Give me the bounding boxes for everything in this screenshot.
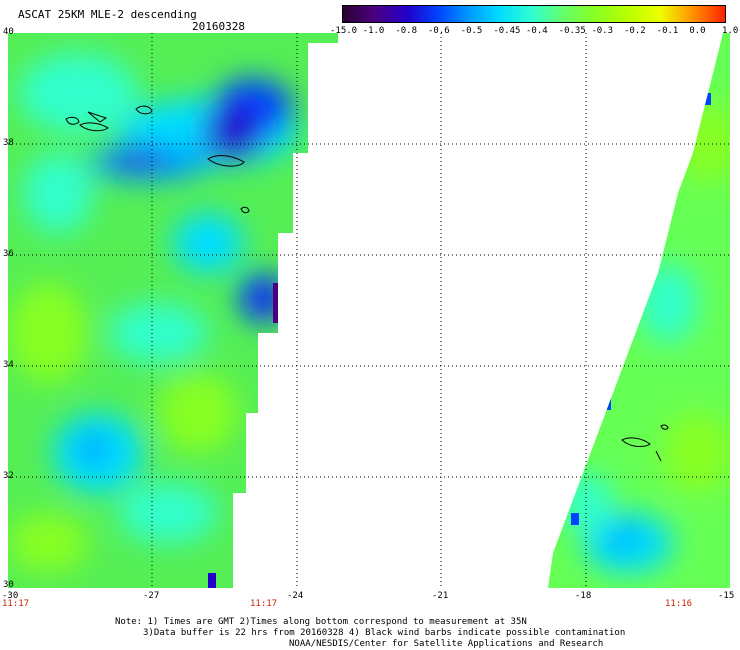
note-line-1: Note: 1) Times are GMT 2)Times along bot…: [115, 617, 527, 627]
gridlines: [8, 33, 730, 588]
colorbar-tick-label: 0.0: [689, 26, 706, 36]
island-faial: [79, 122, 109, 132]
colorbar: [342, 5, 726, 23]
colorbar-tick-label: -0.8: [395, 26, 418, 36]
east-swath: [548, 33, 730, 588]
island-desertas: [655, 450, 662, 462]
y-label-30: 30: [3, 580, 14, 590]
island-santa-maria: [240, 206, 250, 214]
colorbar-tick-label: -0.1: [656, 26, 679, 36]
colorbar-tick-label: -0.45: [493, 26, 521, 36]
time-west-start: 11:17: [2, 599, 30, 609]
colorbar-tick-label: -0.35: [558, 26, 586, 36]
island-flores: [87, 111, 108, 123]
island-madeira: [621, 437, 651, 447]
west-swath: [8, 33, 338, 588]
y-label-38: 38: [3, 138, 14, 148]
y-label-34: 34: [3, 360, 14, 370]
y-label-36: 36: [3, 249, 14, 259]
map-date: 20160328: [192, 20, 245, 33]
colorbar-tick-label: -0.3: [591, 26, 614, 36]
wind-map: [8, 33, 730, 588]
time-west-end: 11:17: [250, 599, 278, 609]
x-label-minus21: -21: [432, 591, 449, 601]
time-east: 11:16: [665, 599, 693, 609]
island-sao-miguel: [207, 155, 245, 167]
y-label-40: 40: [3, 27, 14, 37]
colorbar-tick-label: -0.2: [624, 26, 646, 36]
island-corvo: [65, 116, 80, 125]
coastlines: [65, 105, 669, 462]
colorbar-tick-label: -0.6: [428, 26, 450, 36]
island-porto-santo: [660, 424, 669, 430]
y-label-32: 32: [3, 471, 14, 481]
x-label-minus27: -27: [143, 591, 160, 601]
x-label-minus18: -18: [575, 591, 592, 601]
x-label-minus24: -24: [287, 591, 304, 601]
colorbar-tick-label: -0.5: [460, 26, 483, 36]
colorbar-tick-label: 1.0: [722, 26, 739, 36]
colorbar-tick-label: -1.0: [362, 26, 385, 36]
note-line-3: NOAA/NESDIS/Center for Satellite Applica…: [289, 639, 604, 649]
x-label-minus15: -15: [718, 591, 735, 601]
colorbar-tick-label: -15.0: [330, 26, 358, 36]
note-line-2: 3)Data buffer is 22 hrs from 20160328 4)…: [143, 628, 626, 638]
x-label-minus30: -30: [2, 591, 19, 601]
map-title: ASCAT 25KM MLE-2 descending: [18, 8, 197, 21]
island-terceira: [135, 105, 153, 115]
colorbar-tick-label: -0.4: [526, 26, 548, 36]
